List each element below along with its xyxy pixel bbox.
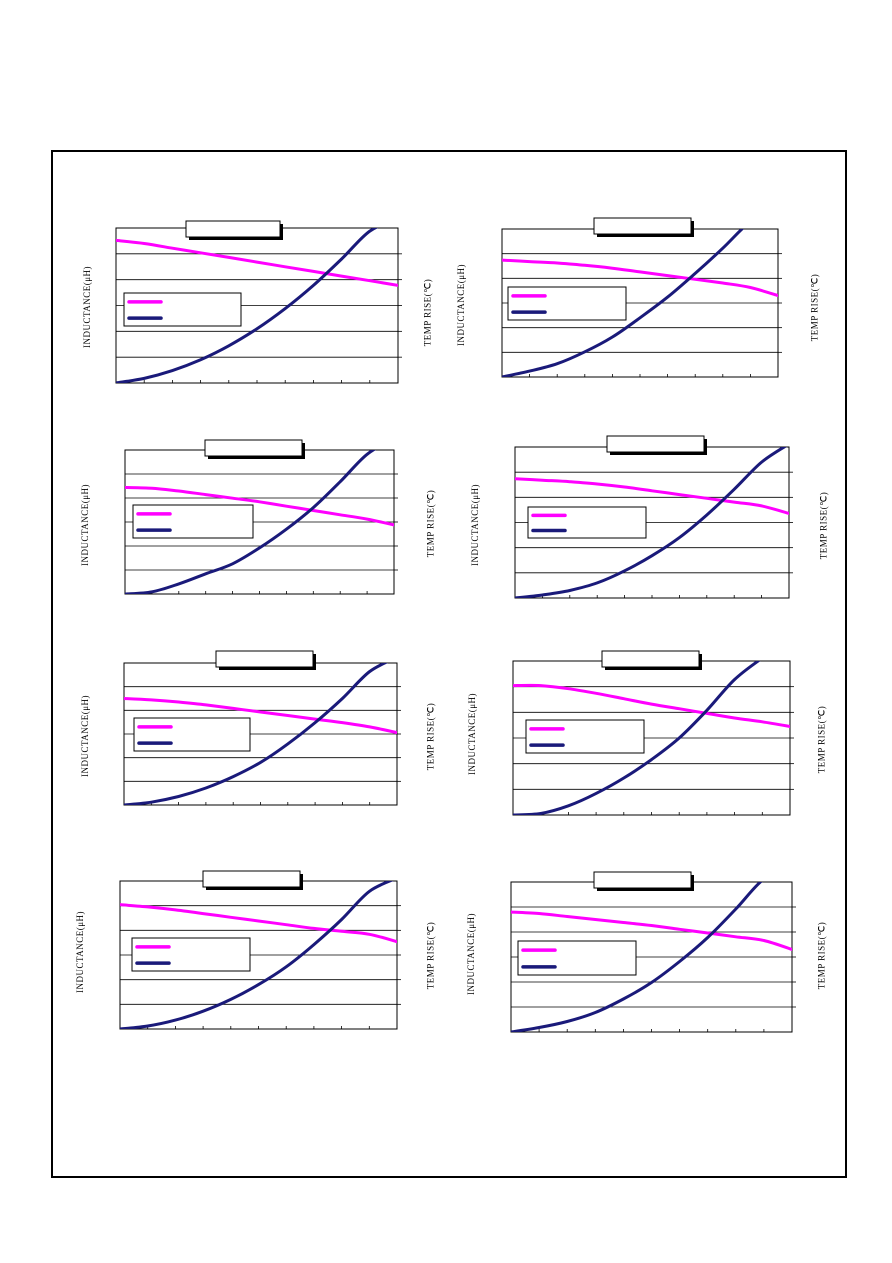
inductance-line — [125, 485, 394, 527]
legend-box — [133, 717, 251, 752]
inductance-line — [502, 258, 778, 298]
legend-box — [525, 719, 645, 754]
temp-rise-line — [120, 881, 394, 1029]
series-group — [511, 882, 792, 1032]
inductance-line — [511, 910, 792, 951]
temp-rise-line — [502, 229, 745, 377]
legend-box — [517, 940, 637, 976]
series-group — [116, 228, 398, 383]
temp-rise-line — [515, 447, 788, 598]
inductance-line — [124, 697, 397, 735]
temp-rise-line — [513, 661, 761, 815]
title-box — [601, 650, 700, 668]
legend-box — [131, 937, 251, 972]
title-box — [185, 220, 281, 238]
series-group — [515, 447, 789, 598]
inductance-line — [120, 903, 397, 944]
series-group — [125, 450, 394, 594]
series-group — [120, 881, 397, 1029]
figure-frame — [51, 150, 847, 1178]
inductance-line — [116, 238, 398, 287]
legend-box — [507, 286, 627, 321]
inductance-line — [513, 683, 790, 728]
legend-box — [132, 504, 254, 539]
title-box — [593, 871, 692, 889]
title-box — [215, 650, 314, 668]
title-box — [606, 435, 705, 453]
title-box — [593, 217, 692, 235]
series-group — [513, 661, 790, 815]
inductance-line — [515, 477, 789, 515]
temp-rise-line — [124, 663, 389, 805]
series-group — [502, 229, 778, 377]
series-group — [124, 663, 397, 805]
temp-rise-line — [125, 450, 376, 594]
legend-box — [527, 506, 647, 539]
legend-box — [123, 292, 242, 327]
title-box — [204, 439, 303, 457]
temp-rise-line — [511, 882, 763, 1032]
temp-rise-line — [116, 228, 379, 383]
title-box — [202, 870, 301, 888]
